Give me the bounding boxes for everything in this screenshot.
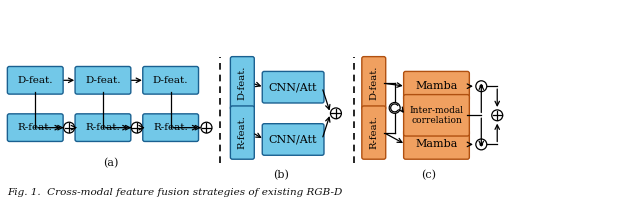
Circle shape	[63, 122, 75, 133]
Text: D-feat.: D-feat.	[85, 76, 121, 85]
Text: D-feat.: D-feat.	[238, 66, 247, 100]
Text: Fig. 1.  Cross-modal feature fusion strategies of existing RGB-D: Fig. 1. Cross-modal feature fusion strat…	[8, 188, 343, 197]
Circle shape	[479, 84, 483, 88]
FancyBboxPatch shape	[404, 95, 469, 136]
FancyBboxPatch shape	[230, 57, 254, 110]
Text: CNN/Att: CNN/Att	[269, 82, 317, 92]
FancyBboxPatch shape	[143, 114, 198, 141]
Text: (c): (c)	[420, 170, 436, 180]
Text: D-feat.: D-feat.	[17, 76, 53, 85]
Text: R-feat.: R-feat.	[369, 116, 378, 150]
Text: Inter-modal
correlation: Inter-modal correlation	[410, 106, 463, 125]
Text: (a): (a)	[103, 158, 118, 168]
Text: Mamba: Mamba	[415, 139, 458, 149]
FancyBboxPatch shape	[75, 67, 131, 94]
Text: (b): (b)	[273, 170, 289, 180]
Circle shape	[131, 122, 142, 133]
Circle shape	[389, 102, 400, 113]
FancyBboxPatch shape	[262, 71, 324, 103]
FancyBboxPatch shape	[230, 106, 254, 159]
FancyBboxPatch shape	[362, 106, 386, 159]
Text: R-feat.: R-feat.	[86, 123, 120, 132]
Circle shape	[492, 110, 502, 121]
FancyBboxPatch shape	[8, 67, 63, 94]
Circle shape	[476, 81, 487, 92]
Text: R-feat.: R-feat.	[153, 123, 188, 132]
FancyBboxPatch shape	[404, 71, 469, 101]
Text: D-feat.: D-feat.	[153, 76, 188, 85]
Circle shape	[476, 139, 487, 150]
FancyBboxPatch shape	[8, 114, 63, 141]
Circle shape	[330, 108, 341, 119]
FancyBboxPatch shape	[362, 57, 386, 110]
Text: Mamba: Mamba	[415, 81, 458, 91]
FancyBboxPatch shape	[75, 114, 131, 141]
Text: D-feat.: D-feat.	[369, 66, 378, 100]
Circle shape	[201, 122, 212, 133]
Text: R-feat.: R-feat.	[238, 116, 247, 150]
Circle shape	[479, 143, 483, 146]
FancyBboxPatch shape	[262, 124, 324, 155]
FancyBboxPatch shape	[404, 130, 469, 159]
Text: R-feat.: R-feat.	[18, 123, 52, 132]
FancyBboxPatch shape	[143, 67, 198, 94]
Text: CNN/Att: CNN/Att	[269, 134, 317, 144]
